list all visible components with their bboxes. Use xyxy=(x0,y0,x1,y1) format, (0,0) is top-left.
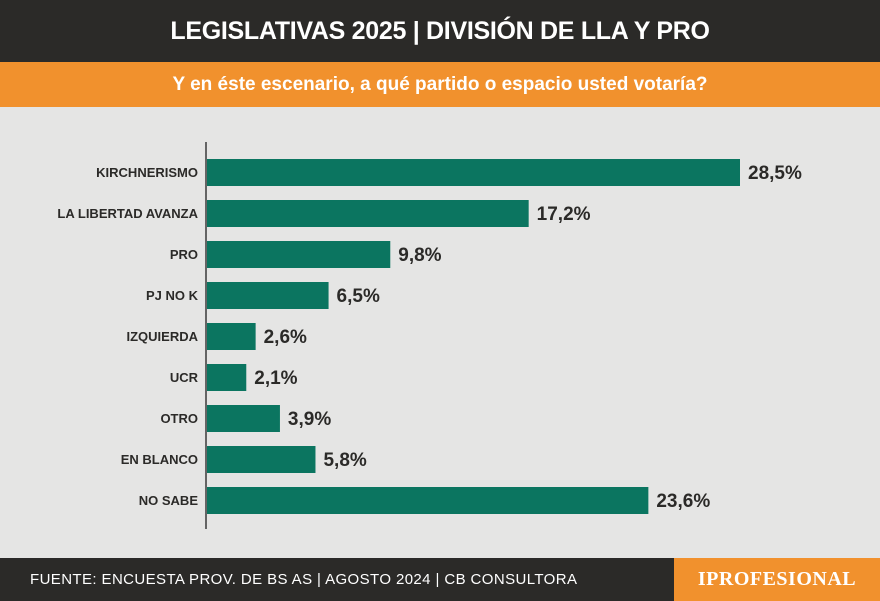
category-label: KIRCHNERISMO xyxy=(96,165,198,180)
category-label: EN BLANCO xyxy=(121,452,198,467)
value-label: 2,6% xyxy=(264,327,307,348)
chart-title: LEGISLATIVAS 2025 | DIVISIÓN DE LLA Y PR… xyxy=(0,0,880,62)
category-label: IZQUIERDA xyxy=(127,329,199,344)
bar xyxy=(207,159,740,186)
chart-subtitle: Y en éste escenario, a qué partido o esp… xyxy=(0,62,880,107)
footer: FUENTE: ENCUESTA PROV. DE BS AS | AGOSTO… xyxy=(0,558,880,601)
value-label: 2,1% xyxy=(254,368,297,389)
bar xyxy=(207,241,391,268)
value-label: 3,9% xyxy=(288,409,331,430)
bar xyxy=(207,282,329,309)
category-label: NO SABE xyxy=(139,493,199,508)
bar xyxy=(207,364,247,391)
value-label: 28,5% xyxy=(748,163,802,184)
category-label: OTRO xyxy=(160,411,198,426)
source-note: FUENTE: ENCUESTA PROV. DE BS AS | AGOSTO… xyxy=(30,571,578,588)
value-label: 23,6% xyxy=(656,491,710,512)
value-label: 9,8% xyxy=(398,245,441,266)
brand-logo: IPROFESIONAL xyxy=(674,558,880,601)
bar xyxy=(207,405,280,432)
bar xyxy=(207,487,649,514)
bar xyxy=(207,446,316,473)
bar xyxy=(207,200,529,227)
bar xyxy=(207,323,256,350)
value-label: 5,8% xyxy=(323,450,366,471)
category-label: PJ NO K xyxy=(146,288,199,303)
category-label: LA LIBERTAD AVANZA xyxy=(57,206,198,221)
category-label: PRO xyxy=(170,247,198,262)
category-label: UCR xyxy=(170,370,199,385)
bar-chart: KIRCHNERISMO 28,5% LA LIBERTAD AVANZA 17,2%… xyxy=(57,142,802,529)
value-label: 17,2% xyxy=(537,204,591,225)
value-label: 6,5% xyxy=(337,286,380,307)
